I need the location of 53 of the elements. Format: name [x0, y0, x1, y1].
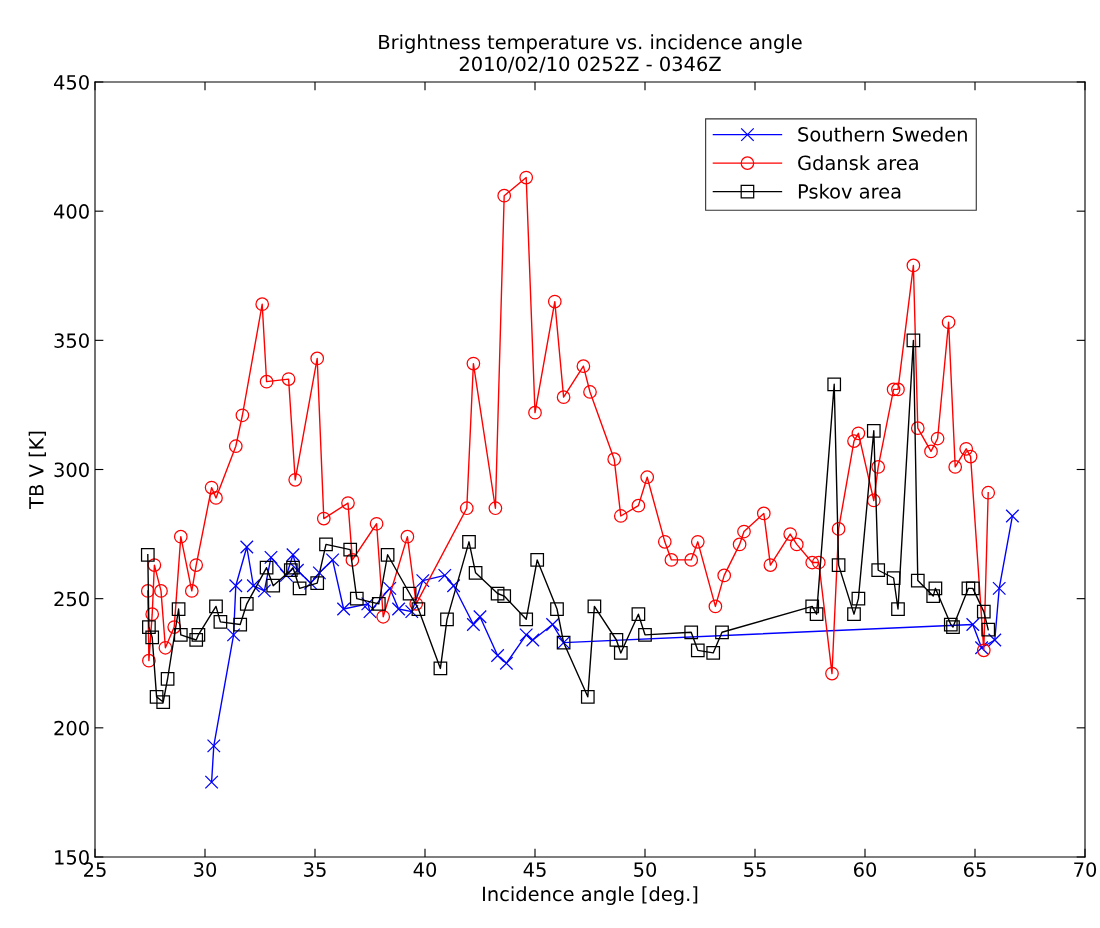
point: [382, 581, 397, 596]
x-tick-label: 55: [744, 862, 766, 877]
y-tick-label: 350: [54, 333, 89, 348]
y-tick-label: 200: [54, 720, 89, 736]
point: [303, 576, 318, 591]
point: [490, 648, 505, 663]
point: [1005, 509, 1020, 523]
point: [279, 568, 294, 583]
x-tick-label: 50: [634, 862, 657, 877]
point: [437, 568, 452, 583]
x-tick-label: 40: [413, 862, 437, 877]
x-tick-label: 35: [304, 862, 326, 877]
x-tick-label: 70: [1074, 862, 1097, 877]
point: [226, 627, 241, 642]
point: [987, 633, 1002, 647]
point: [965, 617, 980, 632]
x-axis-title: Incidence angle [deg.]: [483, 886, 698, 906]
x-tick-label: 45: [523, 862, 546, 877]
point: [519, 627, 534, 642]
point: [992, 581, 1007, 596]
y-tick-label: 300: [54, 462, 89, 478]
point: [415, 573, 430, 588]
x-tick-label: 65: [963, 862, 986, 877]
point: [473, 609, 487, 624]
chart-subtitle: 2010/02/10 0252Z - 0346Z: [459, 56, 721, 73]
x-tick-label: 30: [194, 862, 217, 877]
point: [264, 550, 278, 565]
point: [446, 578, 461, 593]
point: [286, 547, 300, 562]
point: [290, 563, 305, 578]
chart-title: Brightness temperature vs. incidence angle: [379, 34, 802, 54]
x-tick-label: 60: [853, 862, 877, 877]
point: [466, 617, 481, 632]
point: [363, 604, 377, 619]
point: [206, 739, 221, 753]
y-axis-title: TB V [K]: [28, 431, 46, 509]
legend-label: Gdansk area: [798, 155, 918, 171]
point: [525, 633, 540, 647]
y-tick-label: 400: [53, 204, 89, 219]
y-tick-label: 450: [53, 74, 89, 90]
point: [499, 656, 514, 671]
legend-label: Southern Sweden: [798, 126, 967, 142]
point: [204, 775, 219, 789]
legend-label: Pskov area: [798, 183, 901, 199]
point: [545, 617, 560, 632]
point: [312, 565, 327, 580]
point: [246, 578, 261, 593]
point: [257, 584, 272, 598]
y-tick-label: 250: [54, 591, 89, 607]
point: [239, 540, 254, 554]
point: [325, 553, 340, 567]
point: [228, 578, 243, 593]
point: [336, 602, 351, 616]
